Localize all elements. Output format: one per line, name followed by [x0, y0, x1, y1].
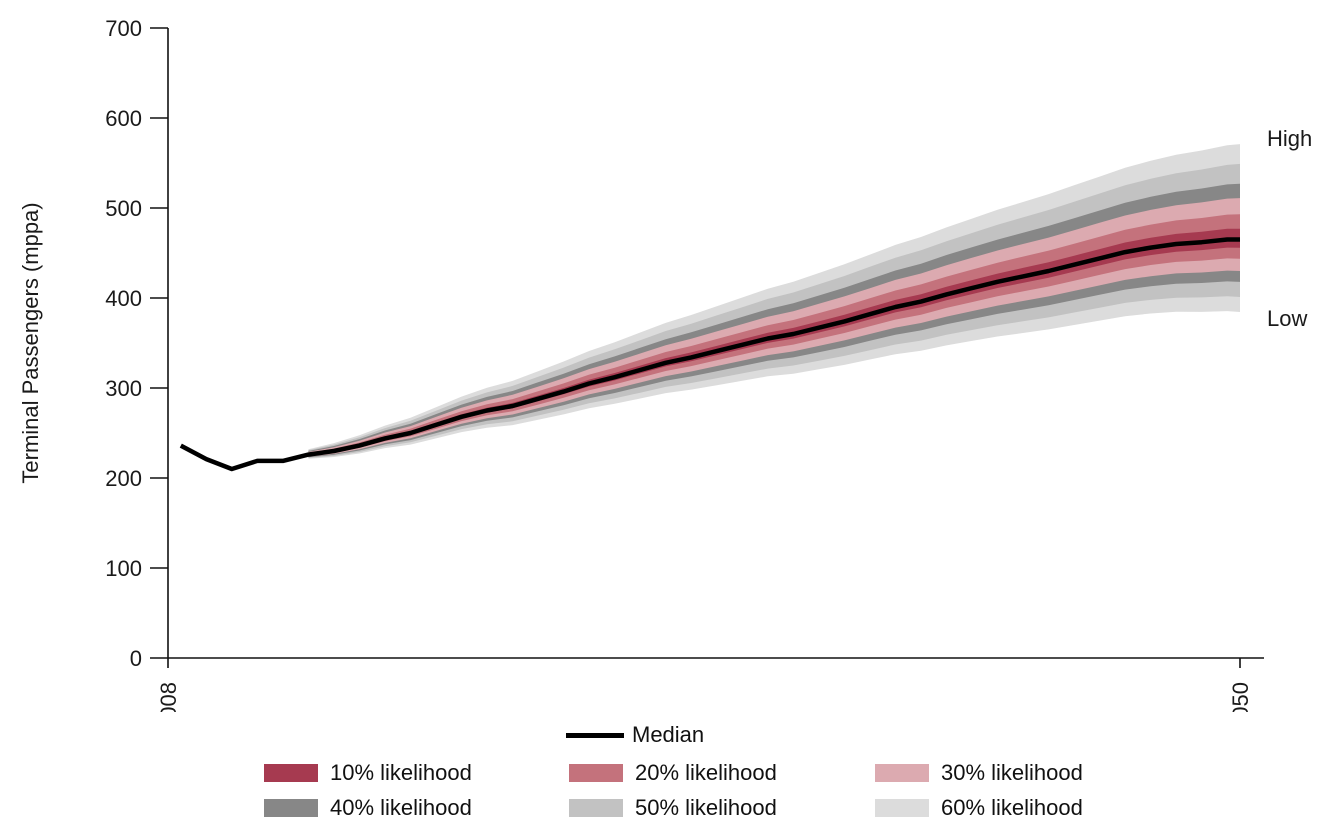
legend-swatch-50 — [569, 799, 623, 817]
legend-median: Median — [566, 722, 704, 748]
legend-item-40: 40% likelihood — [264, 795, 472, 821]
legend-swatch-30 — [875, 764, 929, 782]
legend-swatch-20 — [569, 764, 623, 782]
legend-median-label: Median — [632, 722, 705, 747]
legend-label-40: 40% likelihood — [330, 795, 472, 820]
annotation-low: Low — [1267, 306, 1307, 331]
chart-area: 0 100 200 300 400 500 600 700 2008 2050 Terminal … — [18, 16, 1312, 731]
legend-item-30: 30% likelihood — [875, 760, 1083, 786]
y-tick-label-700: 700 — [105, 16, 142, 41]
legend: Median 10% likelihood 20% likelihood 30%… — [0, 712, 1322, 821]
y-tick-label-300: 300 — [105, 376, 142, 401]
median-line-swatch — [566, 732, 624, 738]
y-tick-label-100: 100 — [105, 556, 142, 581]
x-tick-label-2008: 2008 — [156, 682, 181, 712]
legend-swatch-60 — [875, 799, 929, 817]
legend-label-20: 20% likelihood — [635, 760, 777, 785]
y-tick-label-0: 0 — [130, 646, 142, 671]
legend-item-60: 60% likelihood — [875, 795, 1083, 821]
annotation-high: High — [1267, 126, 1312, 151]
y-axis-label: Terminal Passengers (mppa) — [18, 202, 43, 483]
y-tick-label-400: 400 — [105, 286, 142, 311]
median-layer — [179, 237, 1240, 472]
legend-item-50: 50% likelihood — [569, 795, 777, 821]
legend-label-60: 60% likelihood — [941, 795, 1083, 820]
legend-item-10: 10% likelihood — [264, 760, 472, 786]
labels: Terminal Passengers (mppa) High Low — [18, 126, 1312, 484]
axes: 0 100 200 300 400 500 600 700 2008 2050 — [105, 16, 1264, 731]
legend-swatch-10 — [264, 764, 318, 782]
y-tick-label-200: 200 — [105, 466, 142, 491]
legend-item-20: 20% likelihood — [569, 760, 777, 786]
fan-bands — [308, 144, 1240, 459]
legend-label-10: 10% likelihood — [330, 760, 472, 785]
legend-label-30: 30% likelihood — [941, 760, 1083, 785]
fan-chart: 0 100 200 300 400 500 600 700 2008 2050 Terminal … — [18, 16, 1312, 731]
y-tick-label-500: 500 — [105, 196, 142, 221]
legend-swatch-40 — [264, 799, 318, 817]
y-tick-label-600: 600 — [105, 106, 142, 131]
legend-label-50: 50% likelihood — [635, 795, 777, 820]
x-tick-label-2050: 2050 — [1228, 682, 1253, 712]
median-line — [179, 237, 1240, 472]
